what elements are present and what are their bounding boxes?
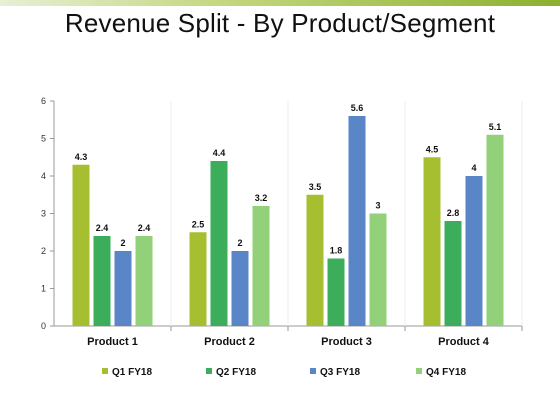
- data-label: 2.8: [447, 208, 460, 218]
- data-label: 4.5: [426, 144, 439, 154]
- slide-title: Revenue Split - By Product/Segment: [64, 8, 496, 38]
- y-tick-label: 6: [41, 96, 46, 106]
- data-label: 4.3: [75, 152, 88, 162]
- data-label: 2.5: [192, 219, 205, 229]
- data-label: 1.8: [330, 246, 343, 256]
- legend-swatch: [206, 368, 212, 374]
- bar: [231, 251, 249, 326]
- bar: [189, 232, 207, 326]
- data-label: 2.4: [138, 223, 151, 233]
- bar: [465, 176, 483, 326]
- data-label: 2: [120, 238, 125, 248]
- y-tick-label: 2: [41, 246, 46, 256]
- x-category-label: Product 1: [87, 336, 138, 348]
- legend-swatch: [102, 368, 108, 374]
- x-category-label: Product 2: [204, 336, 255, 348]
- data-label: 2: [237, 238, 242, 248]
- legend-label: Q4 FY18: [426, 367, 466, 378]
- bar: [306, 194, 324, 326]
- bar: [72, 164, 90, 326]
- bar: [252, 206, 270, 326]
- chart-legend: Q1 FY18 Q2 FY18 Q3 FY18 Q4 FY18: [102, 367, 466, 378]
- bar: [93, 236, 111, 326]
- y-tick-label: 3: [41, 209, 46, 219]
- chart-bars: [72, 116, 504, 326]
- legend-swatch: [310, 368, 316, 374]
- bar: [135, 236, 153, 326]
- bar: [444, 221, 462, 326]
- bar: [348, 116, 366, 326]
- legend-label: Q3 FY18: [320, 367, 360, 378]
- data-label: 2.4: [96, 223, 109, 233]
- data-label: 5.1: [489, 122, 502, 132]
- y-tick-label: 4: [41, 171, 46, 181]
- y-tick-label: 1: [41, 284, 46, 294]
- bar: [486, 134, 504, 326]
- chart-axes: 0 1 2 3 4 5 6 Product 1 Product 2 Product 3 Produc…: [41, 96, 523, 348]
- bar: [327, 258, 345, 326]
- bar: [423, 157, 441, 326]
- data-label: 3.5: [309, 182, 322, 192]
- y-tick-label: 0: [41, 321, 46, 331]
- data-label: 3.2: [255, 193, 268, 203]
- bar: [114, 251, 132, 326]
- data-label: 3: [375, 201, 380, 211]
- legend-label: Q1 FY18: [112, 367, 152, 378]
- bar: [369, 213, 387, 326]
- data-label: 4.4: [213, 148, 226, 158]
- bar: [210, 161, 228, 326]
- legend-label: Q2 FY18: [216, 367, 256, 378]
- legend-swatch: [416, 368, 422, 374]
- data-label: 4: [471, 163, 476, 173]
- x-category-label: Product 3: [321, 336, 372, 348]
- y-tick-label: 5: [41, 134, 46, 144]
- chart-data-labels: 4.3 2.4 2 2.4 2.5 4.4 2 3.2 3.5 1.8 5.6 3 4.5 2.8 4 5.1: [75, 103, 502, 256]
- data-label: 5.6: [351, 103, 364, 113]
- header-accent-band: [0, 0, 560, 6]
- x-category-label: Product 4: [438, 336, 490, 348]
